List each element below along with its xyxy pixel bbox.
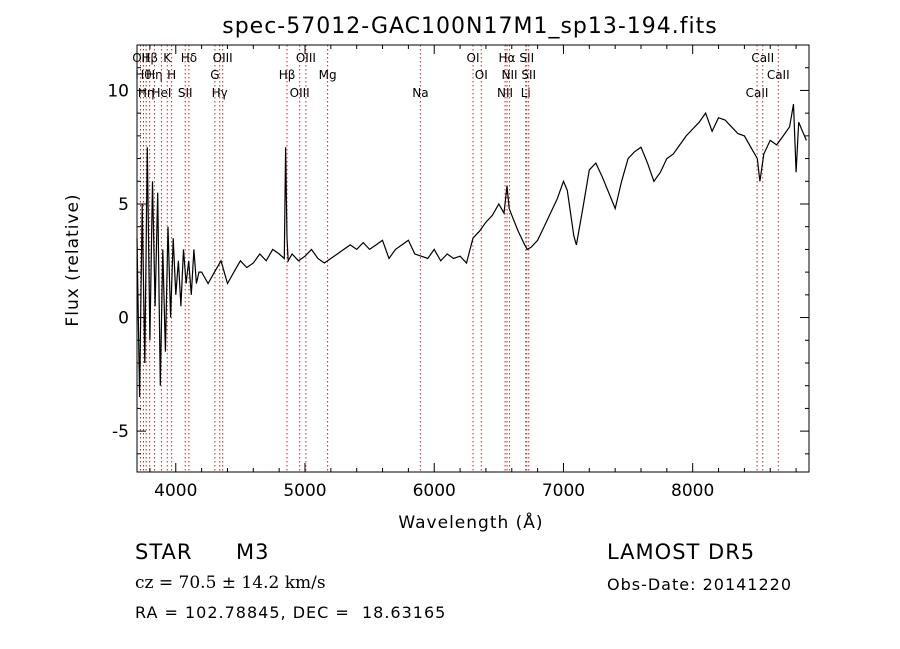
line-marker-label: Hβ xyxy=(141,51,158,65)
redshift-cz: cz = 70.5 ± 14.2 km/s xyxy=(135,573,326,593)
line-marker-label: OIII xyxy=(296,51,316,65)
x-tick-label: 7000 xyxy=(542,481,585,501)
x-tick-label: 6000 xyxy=(413,481,456,501)
spectrum-line xyxy=(136,103,807,398)
x-tick-label: 4000 xyxy=(154,481,197,501)
observation-date: Obs-Date: 20141220 xyxy=(607,575,793,594)
line-marker-label: Hθ xyxy=(135,68,151,82)
line-marker-label: Mg xyxy=(319,68,337,82)
survey-name: LAMOST DR5 xyxy=(607,540,756,564)
line-markers: OIIHθHηHβHηHeIKHSIIHδGHγOIIIHβOIIIOIIIMg… xyxy=(132,45,790,472)
line-marker-label: Hη xyxy=(138,86,155,100)
ra-dec-coordinates: RA = 102.78845, DEC = 18.63165 xyxy=(135,603,447,622)
line-marker-label: CaII xyxy=(751,51,774,65)
y-axis: -5 0 5 10 xyxy=(107,67,809,455)
line-marker-label: OIII xyxy=(213,51,233,65)
y-axis-label: Flux (relative) xyxy=(63,193,83,326)
line-marker-label: Hη xyxy=(146,68,163,82)
line-marker-label: Hβ xyxy=(279,68,296,82)
line-marker-label: SII xyxy=(519,51,534,65)
x-tick-label: 5000 xyxy=(283,481,326,501)
x-axis: 4000 5000 6000 7000 8000 xyxy=(149,45,797,501)
line-marker-label: CaII xyxy=(767,68,790,82)
line-marker-label: Hγ xyxy=(212,86,228,100)
chart-title: spec-57012-GAC100N17M1_sp13-194.fits xyxy=(222,14,718,39)
line-marker-label: K xyxy=(163,51,172,65)
y-tick-label: -5 xyxy=(112,422,129,442)
line-marker-label: NII xyxy=(497,86,513,100)
line-marker-label: Hδ xyxy=(181,51,197,65)
line-marker-label: Li xyxy=(521,86,531,100)
line-marker-label: OI xyxy=(475,68,488,82)
line-marker-label: SII xyxy=(178,86,193,100)
object-subclass: M3 xyxy=(236,540,270,564)
x-tick-label: 8000 xyxy=(671,481,714,501)
plot-frame xyxy=(136,44,810,473)
y-tick-label: 0 xyxy=(118,309,129,329)
y-tick-label: 10 xyxy=(107,81,129,101)
line-marker-label: CaII xyxy=(746,86,769,100)
y-tick-label: 5 xyxy=(118,195,129,215)
line-marker-label: NII xyxy=(502,68,518,82)
line-marker-label: G xyxy=(210,68,219,82)
line-marker-label: Hα xyxy=(499,51,516,65)
line-marker-label: SII xyxy=(521,68,536,82)
x-axis-label: Wavelength (Å) xyxy=(398,511,543,533)
line-marker-label: Na xyxy=(412,86,428,100)
line-marker-label: HeI xyxy=(151,86,171,100)
line-marker-label: H xyxy=(167,68,176,82)
object-class: STAR xyxy=(135,540,193,564)
line-marker-label: OIII xyxy=(290,86,310,100)
line-marker-label: OII xyxy=(132,51,149,65)
line-marker-label: OI xyxy=(467,51,480,65)
